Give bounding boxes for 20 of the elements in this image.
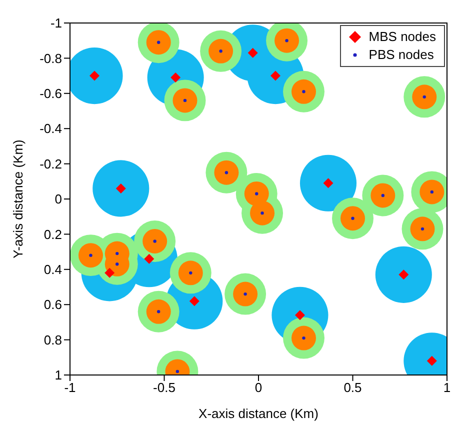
y-tick-label: 0.4	[44, 262, 62, 278]
y-tick-label: -0.6	[40, 86, 62, 102]
y-tick-label: 0	[54, 192, 62, 207]
x-axis-title: X-axis distance (Km)	[198, 406, 318, 421]
y-tick-label: -1	[50, 16, 62, 31]
legend-label: PBS nodes	[368, 46, 434, 64]
y-tick-label: -0.2	[40, 156, 62, 172]
legend-label: MBS nodes	[368, 28, 436, 46]
y-tick-label: 1	[54, 368, 62, 383]
y-tick-label: -0.8	[40, 50, 62, 66]
y-tick-label: -0.4	[40, 121, 62, 136]
x-tick-label: 0.5	[344, 380, 362, 396]
x-tick-label: 0	[254, 380, 262, 396]
y-tick-label: 0.6	[44, 297, 62, 312]
x-tick-label: -1	[64, 380, 76, 396]
y-tick-label: 0.2	[44, 226, 62, 242]
x-tick-label: -0.5	[153, 380, 176, 396]
y-tick-label: 0.8	[44, 332, 62, 348]
y-axis-title: Y-axis distance (Km)	[10, 140, 26, 258]
x-tick-label: 1	[443, 380, 451, 396]
